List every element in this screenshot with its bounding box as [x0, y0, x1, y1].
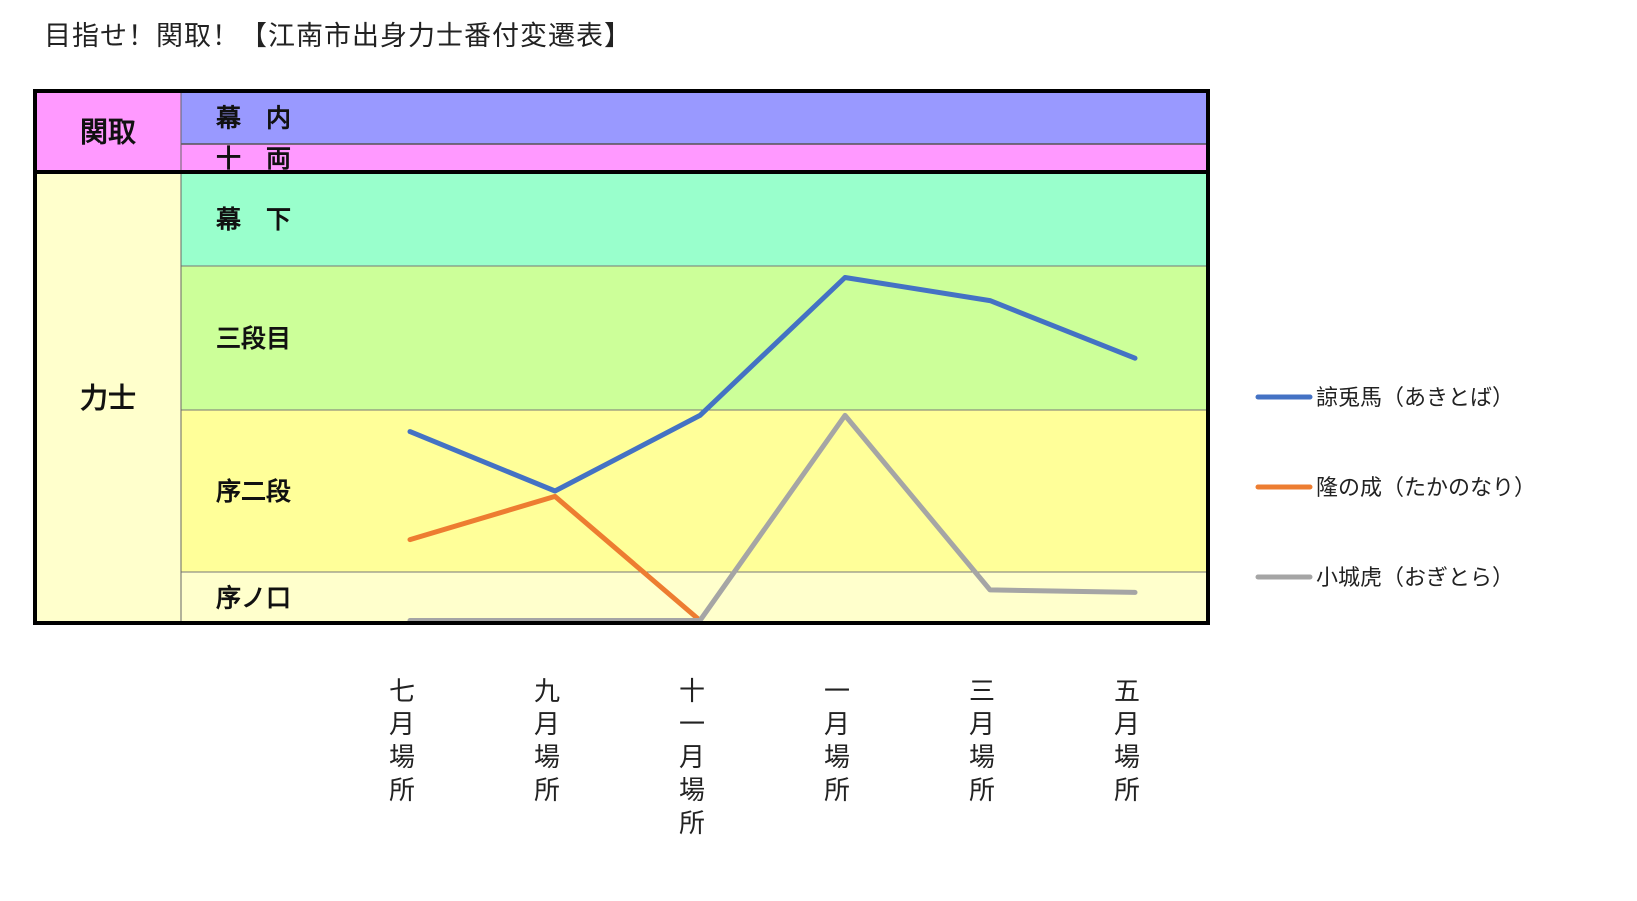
- x-tick-char: 一: [679, 710, 705, 740]
- legend-label: 隆の成（たかのなり）: [1316, 476, 1536, 501]
- x-tick-char: 月: [679, 743, 705, 773]
- rank-band: [181, 91, 1208, 144]
- x-tick-char: 一: [824, 677, 850, 707]
- x-tick-char: 月: [389, 710, 415, 740]
- series-line: [407, 275, 1138, 494]
- chart-frame: [33, 89, 1210, 625]
- series-line: [407, 412, 1138, 623]
- group-label: 力士: [80, 382, 136, 415]
- x-tick-char: 所: [969, 776, 995, 806]
- rank-band: [181, 172, 1208, 266]
- x-tick-char: 七: [389, 677, 415, 707]
- x-tick-char: 五: [1114, 677, 1140, 707]
- legend-label: 諒兎馬（あきとば）: [1316, 386, 1514, 411]
- x-tick-char: 月: [1114, 710, 1140, 740]
- x-tick-char: 十: [679, 677, 705, 707]
- group-label: 関取: [80, 116, 136, 149]
- group-cell: [35, 172, 181, 623]
- band-label: 三段目: [216, 324, 291, 353]
- x-tick-char: 所: [679, 809, 705, 839]
- x-tick-char: 場: [1114, 743, 1140, 773]
- x-tick-char: 場: [824, 743, 850, 773]
- legend-label: 小城虎（おぎとら）: [1316, 566, 1514, 591]
- x-tick-char: 場: [969, 743, 995, 773]
- legend: 諒兎馬（あきとば） 隆の成（たかのなり） 小城虎（おぎとら）: [1255, 386, 1536, 591]
- x-tick-char: 所: [389, 776, 415, 806]
- rank-band: [181, 266, 1208, 410]
- legend-item: 諒兎馬（あきとば）: [1255, 386, 1514, 411]
- x-tick-char: 場: [679, 776, 705, 806]
- x-tick-char: 月: [969, 710, 995, 740]
- x-tick-char: 場: [389, 743, 415, 773]
- series-lines: [407, 275, 1138, 623]
- rank-band: [181, 410, 1208, 572]
- x-tick-char: 場: [534, 743, 560, 773]
- band-label: 序ノ口: [216, 584, 291, 613]
- x-tick-char: 三: [969, 677, 995, 707]
- x-tick-char: 九: [534, 677, 560, 707]
- page-title: 目指せ！関取！【江南市出身力士番付変遷表】: [44, 21, 632, 52]
- x-tick-char: 月: [534, 710, 560, 740]
- band-label: 十 両: [216, 144, 291, 173]
- group-cell: [35, 91, 181, 172]
- x-tick-char: 所: [534, 776, 560, 806]
- band-label: 幕 下: [215, 205, 291, 234]
- rank-band: [181, 144, 1208, 172]
- series-line: [407, 493, 703, 623]
- outer-frame: [33, 89, 1210, 625]
- x-tick-char: 所: [1114, 776, 1140, 806]
- x-tick-char: 月: [824, 710, 850, 740]
- legend-item: 小城虎（おぎとら）: [1255, 566, 1514, 591]
- band-label: 幕 内: [215, 104, 291, 133]
- legend-item: 隆の成（たかのなり）: [1255, 476, 1536, 501]
- x-tick-char: 所: [824, 776, 850, 806]
- band-label: 序二段: [216, 477, 291, 506]
